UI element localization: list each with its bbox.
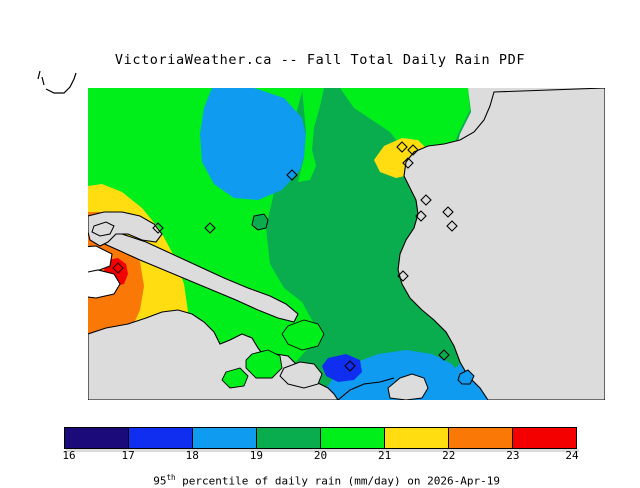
colorbar-tick-18: 18: [185, 449, 199, 462]
contour-island-green: [251, 213, 269, 231]
contour-band-17-18-south: [322, 354, 362, 382]
contour-band-18-19-north: [200, 88, 308, 200]
coastline-detail-line: [337, 377, 395, 400]
station-marker-diamond: [344, 360, 356, 372]
colorbar-band-17-18: [129, 428, 193, 448]
colorbar-band-18-19: [193, 428, 257, 448]
station-markers: [112, 141, 458, 372]
colorbar-caption: 95th percentile of daily rain (mm/day) o…: [0, 460, 640, 488]
colorbar-tick-21: 21: [378, 449, 392, 462]
colorbar-tick-19: 19: [249, 449, 263, 462]
inland-green-patch-b: [245, 349, 283, 379]
contour-map-plot: [88, 88, 605, 400]
station-marker-diamond: [204, 222, 216, 234]
page-title: VictoriaWeather.ca -- Fall Total Daily R…: [114, 52, 526, 68]
colorbar-tick-23: 23: [506, 449, 520, 462]
station-marker-diamond: [286, 169, 298, 181]
bay-white-southwest: [88, 269, 121, 299]
colorbar-band-22-23: [449, 428, 513, 448]
station-marker-diamond: [420, 194, 432, 206]
land-mid-south-peninsula: [279, 361, 323, 389]
station-marker-diamond: [446, 220, 458, 232]
caption-superscript: th: [166, 473, 176, 482]
colorbar-band-21-22: [385, 428, 449, 448]
map-svg: [88, 88, 605, 400]
station-marker-diamond: [397, 270, 409, 282]
island-southeast: [457, 369, 475, 385]
coastline-layer: [88, 88, 605, 400]
station-marker-diamond: [112, 262, 124, 274]
colorbar-tick-17: 17: [121, 449, 135, 462]
colorbar-band-16-17: [65, 428, 129, 448]
station-marker-diamond: [407, 144, 419, 156]
bay-white-west: [88, 245, 113, 274]
colorbar-tick-20: 20: [313, 449, 328, 462]
land-spit: [99, 231, 299, 323]
colorbar: [64, 427, 577, 449]
colorbar-band-23-24: [513, 428, 576, 448]
station-marker-diamond: [402, 157, 414, 169]
margin-coastline-fragment: [37, 70, 77, 94]
land-southeast-notch: [387, 373, 429, 400]
caption-text: percentile of daily rain (mm/day) on 202…: [175, 474, 501, 488]
inland-green-patch-a: [281, 319, 325, 351]
colorbar-band-20-21: [321, 428, 385, 448]
colorbar-band-19-20: [257, 428, 321, 448]
station-marker-diamond: [396, 141, 408, 153]
land-northeast-block: [397, 88, 605, 400]
station-marker-diamond: [442, 206, 454, 218]
land-peninsula-head: [88, 211, 163, 247]
contour-band-20-21-north-connector: [298, 88, 324, 182]
colorbar-tick-16: 16: [62, 449, 76, 462]
inland-green-patch-c: [221, 367, 249, 389]
land-inner-notch: [91, 221, 115, 237]
colorbar-tick-22: 22: [442, 449, 456, 462]
colorbar-tick-24: 24: [565, 449, 579, 462]
station-marker-diamond: [415, 210, 427, 222]
caption-prefix: 95: [153, 474, 167, 488]
colorbar-ticks: 16 17 18 19 20 21 22 23 24: [0, 449, 640, 463]
colorbar-shadow: [66, 449, 579, 452]
station-marker-diamond: [152, 222, 164, 234]
station-marker-diamond: [438, 349, 450, 361]
